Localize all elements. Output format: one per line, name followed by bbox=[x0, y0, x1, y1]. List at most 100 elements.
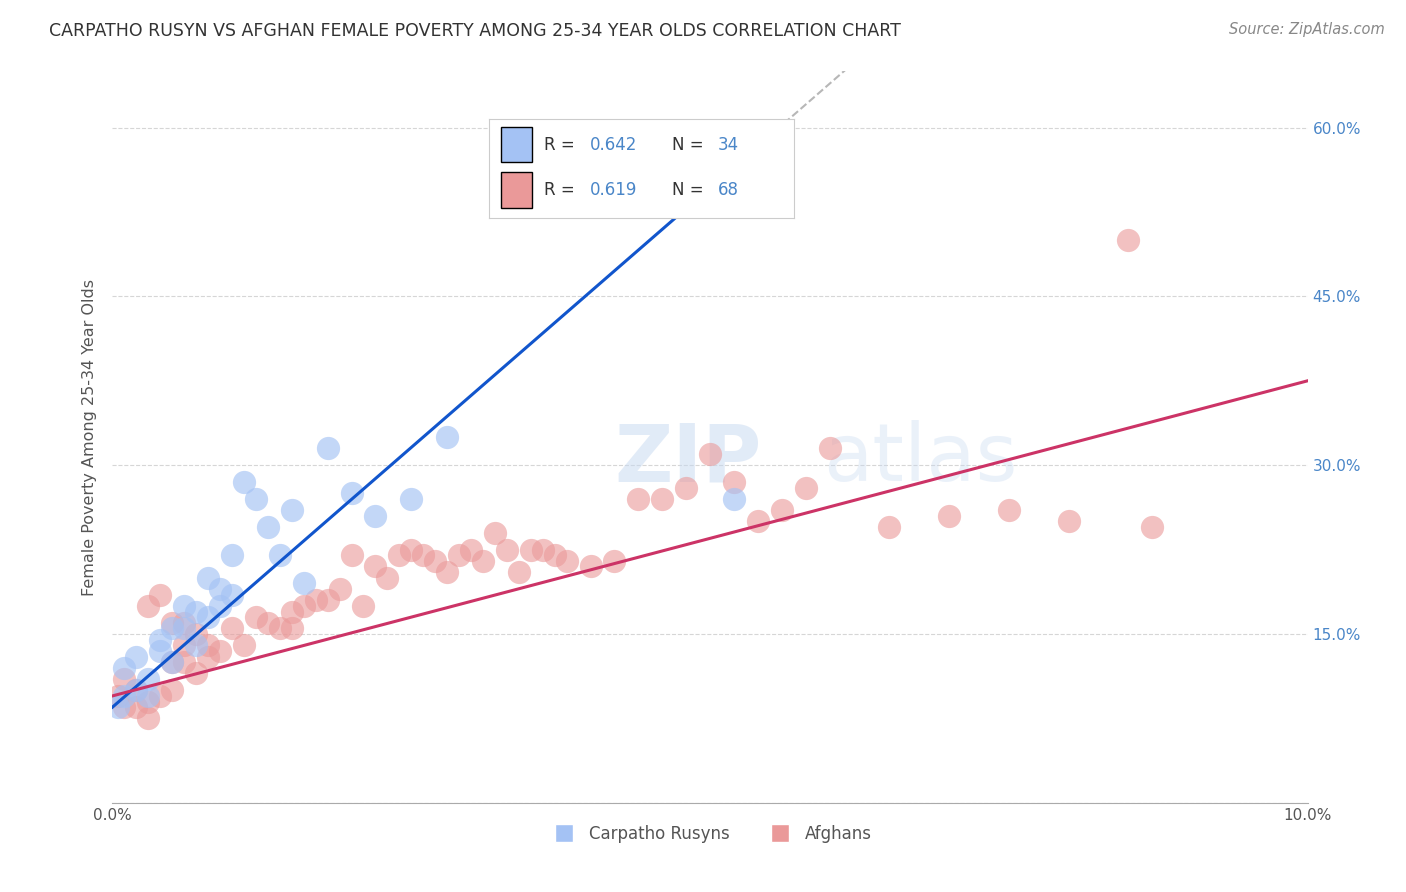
Point bbox=[818, 442, 841, 456]
Point bbox=[651, 491, 673, 506]
Point bbox=[149, 632, 172, 647]
Point bbox=[173, 615, 195, 630]
Point bbox=[425, 554, 447, 568]
Point bbox=[281, 605, 304, 619]
Point bbox=[186, 627, 208, 641]
Point bbox=[269, 621, 291, 635]
Point bbox=[173, 621, 195, 635]
Point bbox=[162, 621, 183, 635]
Text: atlas: atlas bbox=[824, 420, 1018, 498]
Point bbox=[460, 542, 482, 557]
Point bbox=[364, 508, 387, 523]
Point bbox=[998, 503, 1021, 517]
Point bbox=[162, 683, 183, 698]
Point bbox=[125, 700, 148, 714]
Point bbox=[794, 481, 817, 495]
Point bbox=[292, 576, 315, 591]
Point bbox=[436, 565, 458, 579]
Point bbox=[675, 481, 697, 495]
Y-axis label: Female Poverty Among 25-34 Year Olds: Female Poverty Among 25-34 Year Olds bbox=[82, 278, 97, 596]
Point bbox=[138, 672, 160, 686]
Point bbox=[149, 644, 172, 658]
Point bbox=[221, 588, 243, 602]
Point bbox=[138, 694, 160, 708]
Point bbox=[1057, 515, 1080, 529]
Point bbox=[770, 503, 793, 517]
Point bbox=[364, 559, 387, 574]
Point bbox=[747, 515, 769, 529]
Point bbox=[699, 447, 721, 461]
Point bbox=[114, 700, 135, 714]
Point bbox=[257, 615, 280, 630]
Point bbox=[938, 508, 960, 523]
Point bbox=[555, 554, 578, 568]
Point bbox=[281, 621, 304, 635]
Point bbox=[723, 491, 745, 506]
Point bbox=[281, 503, 304, 517]
Point bbox=[401, 542, 423, 557]
Legend: Carpatho Rusyns, Afghans: Carpatho Rusyns, Afghans bbox=[541, 818, 879, 849]
Point bbox=[233, 475, 256, 489]
Point bbox=[292, 599, 315, 613]
Point bbox=[186, 638, 208, 652]
Point bbox=[149, 689, 172, 703]
Point bbox=[138, 711, 160, 725]
Point bbox=[353, 599, 375, 613]
Point bbox=[269, 548, 291, 562]
Point bbox=[316, 442, 339, 456]
Point bbox=[173, 638, 195, 652]
Point bbox=[627, 491, 650, 506]
Point bbox=[197, 649, 219, 664]
Point bbox=[114, 661, 135, 675]
Point bbox=[401, 491, 423, 506]
Point bbox=[412, 548, 434, 562]
Point bbox=[508, 565, 530, 579]
Point bbox=[197, 610, 219, 624]
Point bbox=[340, 548, 363, 562]
Point bbox=[543, 548, 565, 562]
Point bbox=[162, 615, 183, 630]
Point bbox=[221, 548, 243, 562]
Point bbox=[209, 582, 232, 596]
Point bbox=[388, 548, 411, 562]
Point bbox=[107, 700, 129, 714]
Point bbox=[257, 520, 280, 534]
Point bbox=[245, 491, 267, 506]
Point bbox=[138, 689, 160, 703]
Point bbox=[149, 588, 172, 602]
Point bbox=[1118, 233, 1140, 247]
Point bbox=[484, 525, 506, 540]
Point bbox=[699, 154, 721, 169]
Point bbox=[723, 475, 745, 489]
Point bbox=[579, 559, 602, 574]
Text: ZIP: ZIP bbox=[614, 420, 762, 498]
Point bbox=[173, 655, 195, 669]
Point bbox=[138, 599, 160, 613]
Point bbox=[531, 542, 554, 557]
Point bbox=[209, 644, 232, 658]
Point bbox=[340, 486, 363, 500]
Point bbox=[377, 571, 399, 585]
Point bbox=[186, 605, 208, 619]
Point bbox=[173, 599, 195, 613]
Point bbox=[436, 430, 458, 444]
Text: Source: ZipAtlas.com: Source: ZipAtlas.com bbox=[1229, 22, 1385, 37]
Point bbox=[114, 689, 135, 703]
Point bbox=[209, 599, 232, 613]
Point bbox=[472, 554, 495, 568]
Point bbox=[520, 542, 543, 557]
Point bbox=[1142, 520, 1164, 534]
Point bbox=[114, 672, 135, 686]
Point bbox=[233, 638, 256, 652]
Point bbox=[197, 638, 219, 652]
Point bbox=[221, 621, 243, 635]
Point bbox=[125, 649, 148, 664]
Point bbox=[197, 571, 219, 585]
Point bbox=[879, 520, 901, 534]
Text: CARPATHO RUSYN VS AFGHAN FEMALE POVERTY AMONG 25-34 YEAR OLDS CORRELATION CHART: CARPATHO RUSYN VS AFGHAN FEMALE POVERTY … bbox=[49, 22, 901, 40]
Point bbox=[162, 655, 183, 669]
Point bbox=[496, 542, 519, 557]
Point bbox=[449, 548, 471, 562]
Point bbox=[603, 554, 626, 568]
Point bbox=[305, 593, 328, 607]
